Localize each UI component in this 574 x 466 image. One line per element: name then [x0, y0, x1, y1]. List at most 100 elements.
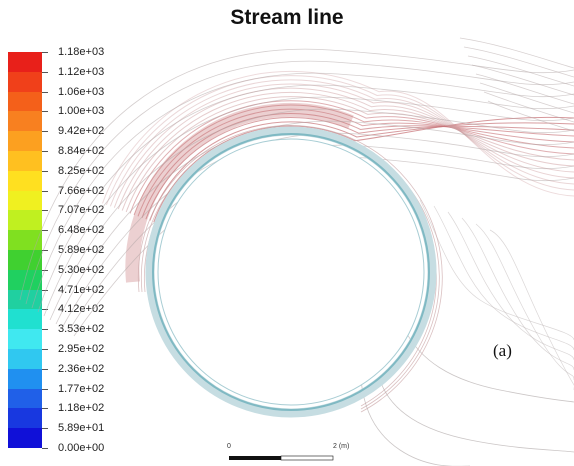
streamline: [475, 73, 574, 105]
streamline: [105, 75, 574, 205]
panel-label: (a): [493, 341, 512, 360]
legend-tick-mark: [42, 71, 48, 73]
streamline: [117, 87, 574, 210]
streamline: [153, 116, 574, 223]
legend-tick-label: 5.30e+02: [58, 263, 105, 276]
streamline: [137, 125, 443, 413]
streamline: [467, 55, 574, 87]
legend-tick-mark: [42, 309, 48, 311]
streamline: [125, 96, 574, 213]
legend-tick-mark: [42, 408, 48, 410]
legend-tick-mark: [42, 230, 48, 232]
streamline: [55, 120, 574, 325]
streamline: [359, 359, 470, 466]
legend-tick-mark: [42, 91, 48, 93]
streamline: [459, 37, 574, 69]
legend-tick-mark: [42, 250, 48, 251]
legend-tick-mark: [42, 52, 48, 53]
streamline: [141, 112, 574, 218]
tube-inner-ring: [152, 133, 430, 411]
legend-swatch: [8, 349, 42, 370]
streamline: [43, 96, 574, 317]
legend-swatch: [8, 230, 42, 251]
legend-tick-label: 1.18e+02: [58, 402, 105, 415]
legend-tick-mark: [42, 190, 48, 192]
legend-tick-label: 9.42e+02: [58, 125, 105, 138]
legend-tick-mark: [42, 368, 48, 370]
legend-tick-label: 6.48e+02: [58, 224, 105, 237]
streamline: [49, 108, 574, 321]
legend-tick-label: 3.53e+02: [58, 323, 105, 336]
streamline: [121, 91, 574, 211]
legend-tick-mark: [42, 448, 48, 449]
streamline: [447, 211, 574, 361]
legend-tick-mark: [42, 111, 48, 113]
legend-tick-label: 5.89e+02: [58, 244, 105, 256]
color-legend: 1.18e+03 1.12e+03 1.06e+03 1.00e+03 9.42e+02…: [0, 0, 130, 466]
streamline: [404, 329, 574, 403]
legend-swatch: [8, 368, 42, 390]
legend-tick-mark: [42, 131, 48, 133]
legend-tick-mark: [42, 170, 48, 172]
legend-tick-label: 2.36e+02: [58, 362, 105, 375]
legend-tick-mark: [42, 388, 48, 390]
streamline: [25, 60, 574, 305]
streamline: [433, 205, 574, 351]
legend-swatch: [8, 329, 42, 350]
streamline: [19, 48, 574, 301]
legend-swatch: [8, 151, 42, 172]
legend-swatch: [8, 388, 42, 409]
legend-tick-mark: [42, 428, 48, 430]
tube-wall: [157, 138, 425, 406]
streamline: [419, 199, 574, 341]
legend-tick-mark: [42, 329, 48, 331]
streamline: [31, 72, 574, 309]
legend-tick-label: 8.84e+02: [58, 145, 105, 157]
tube-outer-ring: [145, 126, 437, 418]
streamline: [37, 84, 574, 313]
legend-swatch: [8, 190, 42, 211]
figure-title: Stream line: [230, 6, 344, 29]
legend-swatch: [8, 52, 42, 73]
legend-swatch: [8, 210, 42, 231]
legend-tick-label: 5.89e+01: [58, 422, 105, 435]
streamline: [471, 64, 574, 96]
legend-tick-label: 7.07e+02: [58, 204, 105, 217]
legend-tick-label: 0.00e+00: [58, 442, 105, 454]
legend-swatch: [8, 170, 42, 192]
streamline: [483, 91, 574, 123]
streamline: [479, 82, 574, 114]
legend-tick-label: 4.12e+02: [58, 303, 105, 316]
legend-swatch: [8, 91, 42, 112]
streamline: [379, 379, 574, 453]
legend-swatch: [8, 289, 42, 310]
legend-tick-label: 1.06e+03: [58, 85, 105, 98]
streamline: [489, 229, 574, 390]
streamline: [133, 104, 574, 216]
streamlines: [19, 37, 574, 466]
streamline: [129, 100, 574, 214]
legend-tick-label: 1.77e+02: [58, 382, 105, 395]
streamline: [463, 46, 574, 78]
legend-tick-mark: [42, 349, 48, 350]
streamline: [113, 83, 574, 208]
legend-tick-mark: [42, 210, 48, 212]
legend-tick-label: 4.71e+02: [58, 283, 105, 296]
legend-swatch: [8, 250, 42, 271]
legend-tick-label: 1.18e+03: [58, 46, 105, 58]
streamline: [487, 100, 574, 132]
streamline: [145, 117, 574, 220]
legend-tick-label: 1.12e+03: [58, 65, 105, 78]
legend-tick-mark: [42, 151, 48, 152]
scale-bar-start-label: 0: [227, 443, 231, 450]
legend-swatch: [8, 408, 42, 429]
legend-swatch: [8, 71, 42, 93]
legend-tick-label: 2.95e+02: [58, 343, 105, 355]
streamline: [102, 70, 574, 204]
streamline: [461, 217, 574, 371]
scale-bar: [229, 455, 334, 461]
legend-tick-label: 1.00e+03: [58, 105, 105, 118]
scale-bar-end-label: 2 (m): [333, 443, 350, 450]
legend-swatch: [8, 428, 42, 449]
